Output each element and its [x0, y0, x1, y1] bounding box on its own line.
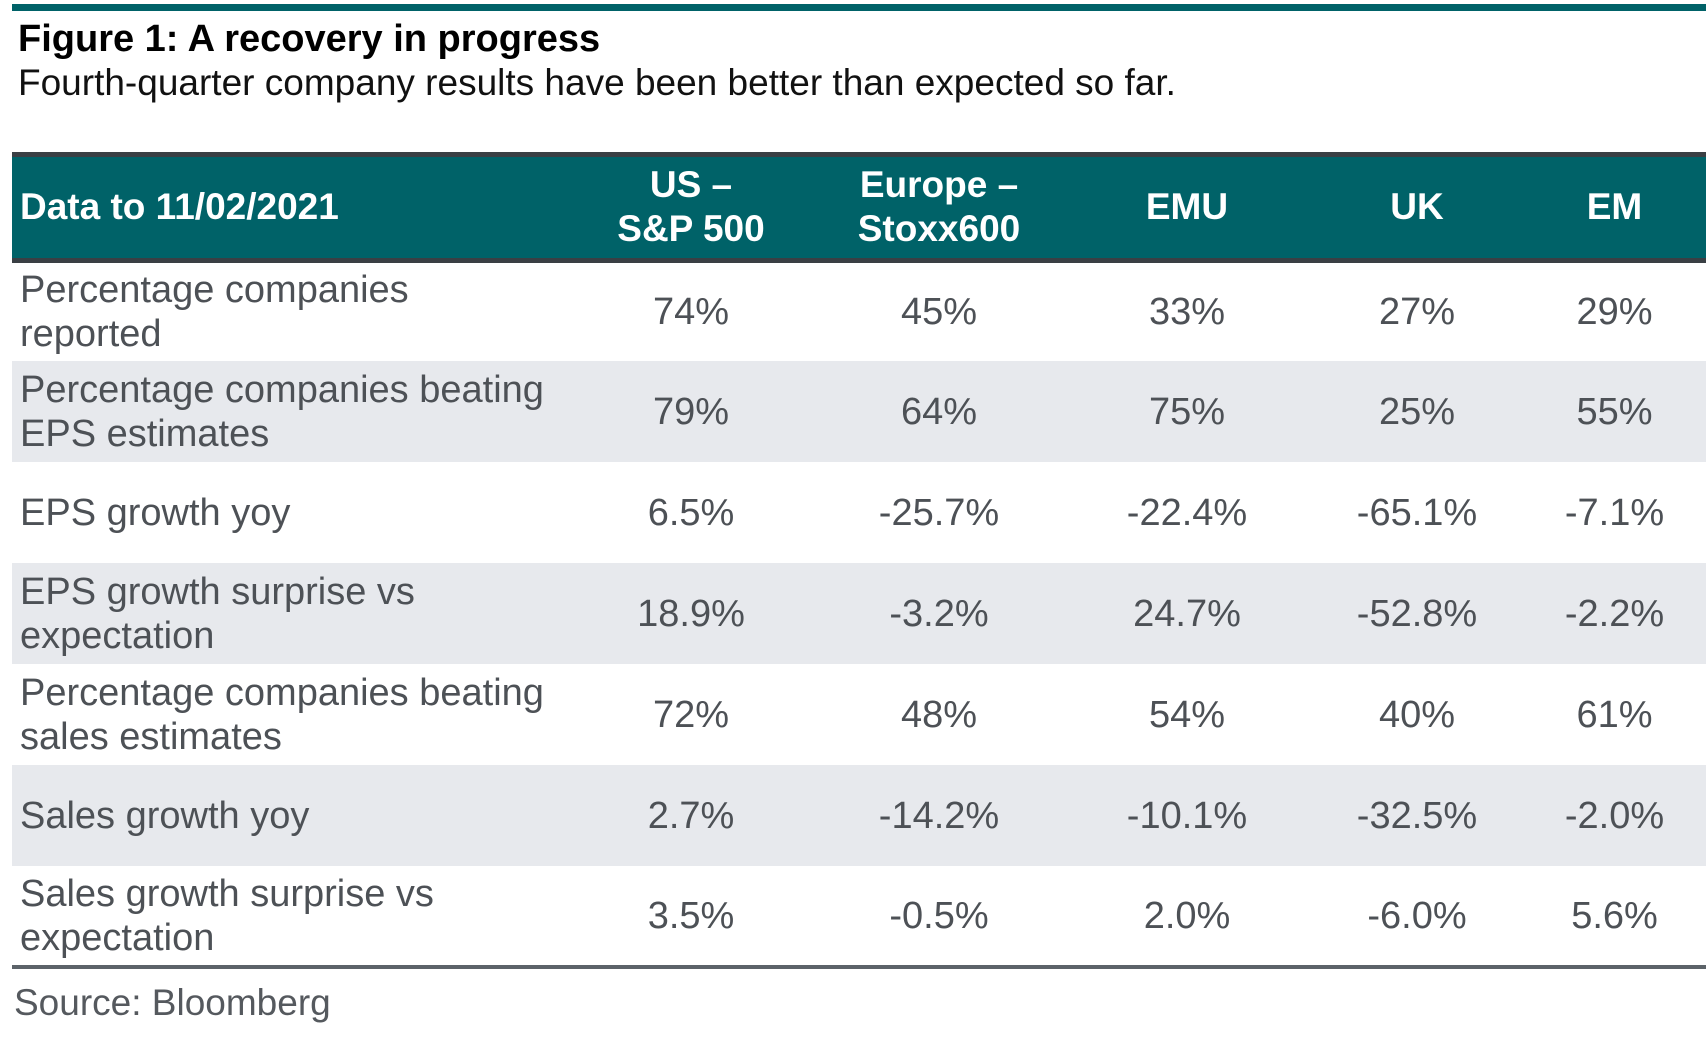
table-cell: 18.9% — [637, 592, 745, 635]
corner-header: Data to 11/02/2021 — [20, 186, 339, 228]
column-header-line: US – — [649, 164, 733, 206]
row-label-line: Sales growth surprise vs — [20, 872, 434, 915]
top-rule — [12, 4, 1706, 11]
row-label-line: Percentage companies beating — [20, 368, 544, 411]
table-cell: -2.0% — [1564, 794, 1665, 837]
table-row: EPS growth yoy 6.5% -25.7% -22.4% -65.1%… — [12, 462, 1706, 563]
table-row: Percentage companies beating EPS estimat… — [12, 361, 1706, 462]
row-label: Sales growth yoy — [12, 765, 567, 866]
table-cell: -65.1% — [1356, 491, 1478, 534]
table-cell: 3.5% — [647, 894, 735, 937]
figure-title: Figure 1: A recovery in progress — [18, 18, 601, 60]
column-header-line: EMU — [1145, 186, 1229, 228]
table-cell: -0.5% — [889, 894, 989, 937]
table-cell: 33% — [1148, 290, 1226, 333]
column-header-line: Stoxx600 — [857, 208, 1021, 250]
table-cell: -10.1% — [1126, 794, 1248, 837]
table-row: Percentage companies reported 74% 45% 33… — [12, 260, 1706, 361]
table-cell: 54% — [1148, 693, 1226, 736]
table-cell: 79% — [652, 390, 730, 433]
row-label-line: EPS growth yoy — [20, 491, 291, 534]
table-cell: 5.6% — [1571, 894, 1658, 937]
table-cell: 75% — [1148, 390, 1226, 433]
row-label-line: Sales growth yoy — [20, 794, 310, 837]
row-label-line: EPS growth surprise vs — [20, 570, 415, 613]
column-header-line: EM — [1586, 186, 1643, 228]
table-cell: 25% — [1378, 390, 1456, 433]
table-cell: 29% — [1576, 290, 1653, 333]
column-header-line: Europe – — [859, 164, 1019, 206]
row-label: EPS growth yoy — [12, 462, 567, 563]
row-label: Sales growth surprise vs expectation — [12, 866, 567, 967]
row-label-line: sales estimates — [20, 715, 282, 758]
table-cell: 2.0% — [1143, 894, 1231, 937]
row-label: Percentage companies beating sales estim… — [12, 664, 567, 765]
row-label-line: Percentage companies beating — [20, 671, 544, 714]
table-row: Sales growth surprise vs expectation 3.5… — [12, 866, 1706, 967]
row-label: Percentage companies reported — [12, 260, 567, 361]
row-label-line: EPS estimates — [20, 412, 270, 455]
column-header-emu: EMU — [1063, 157, 1311, 260]
table-cell: 74% — [652, 290, 730, 333]
row-label-line: expectation — [20, 916, 215, 959]
column-header-line: S&P 500 — [617, 208, 765, 250]
column-header-line: UK — [1390, 186, 1444, 228]
table-cell: -6.0% — [1367, 894, 1467, 937]
table-cell: 24.7% — [1133, 592, 1241, 635]
table-cell: -32.5% — [1356, 794, 1478, 837]
row-label: EPS growth surprise vs expectation — [12, 563, 567, 664]
table-cell: -52.8% — [1356, 592, 1478, 635]
row-label: Percentage companies beating EPS estimat… — [12, 361, 567, 462]
table-cell: 2.7% — [647, 794, 735, 837]
row-label-line: reported — [20, 312, 162, 355]
table-cell: 72% — [652, 693, 730, 736]
table-cell: -2.2% — [1564, 592, 1665, 635]
column-header-us: US – S&P 500 — [567, 157, 815, 260]
table-header: Data to 11/02/2021 US – S&P 500 Europe –… — [12, 157, 1706, 260]
row-label-line: expectation — [20, 614, 215, 657]
table-cell: 45% — [900, 290, 978, 333]
table-cell: 27% — [1378, 290, 1456, 333]
header-row: Data to 11/02/2021 US – S&P 500 Europe –… — [12, 157, 1706, 260]
table-cell: -14.2% — [878, 794, 1000, 837]
column-header-em: EM — [1523, 157, 1706, 260]
table-row: Sales growth yoy 2.7% -14.2% -10.1% -32.… — [12, 765, 1706, 866]
table-cell: -22.4% — [1126, 491, 1248, 534]
table-cell: 64% — [900, 390, 978, 433]
figure-subtitle: Fourth-quarter company results have been… — [18, 62, 1176, 103]
source-note: Source: Bloomberg — [14, 982, 331, 1023]
table-cell: 6.5% — [647, 491, 735, 534]
table-cell: 48% — [900, 693, 978, 736]
results-table: Data to 11/02/2021 US – S&P 500 Europe –… — [12, 157, 1706, 969]
row-label-line: Percentage companies — [20, 268, 409, 311]
table-cell: -7.1% — [1564, 491, 1665, 534]
table-row: Percentage companies beating sales estim… — [12, 664, 1706, 765]
table-row: EPS growth surprise vs expectation 18.9%… — [12, 563, 1706, 664]
table-top-rule — [12, 152, 1706, 157]
table-cell: 55% — [1576, 390, 1653, 433]
column-header-europe: Europe – Stoxx600 — [815, 157, 1063, 260]
table-cell: -25.7% — [878, 491, 1000, 534]
table-cell: 61% — [1576, 693, 1653, 736]
table-cell: -3.2% — [889, 592, 989, 635]
table-body: Percentage companies reported 74% 45% 33… — [12, 260, 1706, 967]
table-cell: 40% — [1378, 693, 1456, 736]
column-header-uk: UK — [1311, 157, 1523, 260]
